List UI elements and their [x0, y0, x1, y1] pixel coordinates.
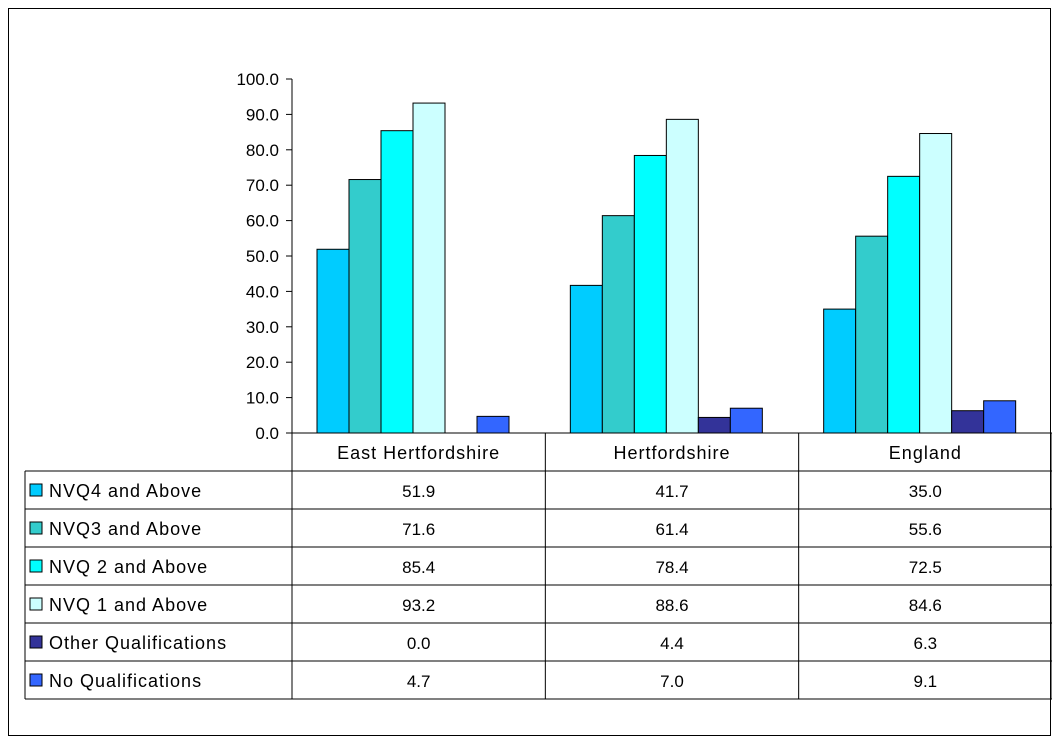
chart-frame: 0.0 10.0 20.0 30.0 40.0 50.0 60.0 70.0 80.0 90.0 1…: [8, 8, 1053, 736]
category-label: Hertfordshire: [613, 443, 730, 463]
bar-nvq-1-and-above-england: [919, 133, 953, 434]
data-value-label: 41.7: [655, 482, 688, 501]
bar-nvq-2-and-above-england: [887, 175, 921, 434]
legend-label: NVQ3 and Above: [49, 519, 202, 539]
bar-nvq-2-and-above-east-hertfordshire: [380, 130, 414, 434]
y-axis: 0.0 10.0 20.0 30.0 40.0 50.0 60.0 70.0 80.0 90.0 1…: [236, 70, 293, 443]
data-value-label: 93.2: [402, 596, 435, 615]
data-value-label: 6.3: [914, 634, 938, 653]
y-tick-label: 30.0: [246, 318, 279, 337]
bar-nvq-2-and-above-hertfordshire: [633, 154, 667, 434]
y-tick-label: 20.0: [246, 353, 279, 372]
bar-nvq-1-and-above-hertfordshire: [665, 118, 699, 434]
legend-label: NVQ 2 and Above: [49, 557, 208, 577]
bar-no-qualifications-hertfordshire: [729, 407, 763, 434]
data-value-label: 71.6: [402, 520, 435, 539]
y-tick-label: 10.0: [246, 389, 279, 408]
data-value-label: 78.4: [655, 558, 688, 577]
y-tick-label: 40.0: [246, 282, 279, 301]
data-value-label: 4.4: [660, 634, 684, 653]
data-value-label: 9.1: [914, 672, 938, 691]
data-value-label: 51.9: [402, 482, 435, 501]
legend-key-nvq-2-and-above: [29, 559, 43, 573]
data-value-label: 7.0: [660, 672, 684, 691]
legend-key-nvq-1-and-above: [29, 597, 43, 611]
y-tick-label: 60.0: [246, 212, 279, 231]
y-tick-label: 0.0: [255, 424, 279, 443]
y-tick-label: 100.0: [236, 70, 279, 89]
y-tick-label: 80.0: [246, 141, 279, 160]
category-label: East Hertfordshire: [337, 443, 500, 463]
data-value-label: 88.6: [655, 596, 688, 615]
legend-key-no-qualifications: [29, 673, 43, 687]
data-value-label: 85.4: [402, 558, 435, 577]
bar-nvq3-and-above-east-hertfordshire: [348, 179, 382, 434]
bars: [316, 102, 1017, 434]
bar-nvq3-and-above-england: [855, 235, 889, 434]
y-tick-label: 50.0: [246, 247, 279, 266]
bar-nvq4-and-above-hertfordshire: [569, 284, 603, 434]
legend-label: NVQ4 and Above: [49, 481, 202, 501]
bar-nvq3-and-above-hertfordshire: [601, 215, 635, 434]
data-value-label: 55.6: [909, 520, 942, 539]
bar-nvq-1-and-above-east-hertfordshire: [412, 102, 446, 434]
y-tick-label: 90.0: [246, 105, 279, 124]
bar-nvq4-and-above-east-hertfordshire: [316, 248, 350, 434]
legend-key-nvq4-and-above: [29, 483, 43, 497]
legend-label: Other Qualifications: [49, 633, 227, 653]
bar-no-qualifications-england: [983, 400, 1017, 434]
data-table: East Hertfordshire Hertfordshire England NV…: [24, 432, 1053, 700]
bar-nvq4-and-above-england: [823, 308, 857, 434]
data-value-label: 84.6: [909, 596, 942, 615]
data-value-label: 72.5: [909, 558, 942, 577]
data-value-label: 4.7: [407, 672, 431, 691]
bar-chart-with-data-table: 0.0 10.0 20.0 30.0 40.0 50.0 60.0 70.0 80.0 90.0 1…: [24, 70, 1053, 700]
legend-label: No Qualifications: [49, 671, 202, 691]
data-value-label: 0.0: [407, 634, 431, 653]
legend-key-nvq3-and-above: [29, 521, 43, 535]
bar-other-qualifications-hertfordshire: [697, 416, 731, 434]
bar-other-qualifications-england: [951, 410, 985, 434]
legend-label: NVQ 1 and Above: [49, 595, 208, 615]
y-tick-label: 70.0: [246, 176, 279, 195]
category-label: England: [889, 443, 962, 463]
data-value-label: 35.0: [909, 482, 942, 501]
bar-no-qualifications-east-hertfordshire: [476, 415, 510, 434]
data-value-label: 61.4: [655, 520, 688, 539]
legend-key-other-qualifications: [29, 635, 43, 649]
